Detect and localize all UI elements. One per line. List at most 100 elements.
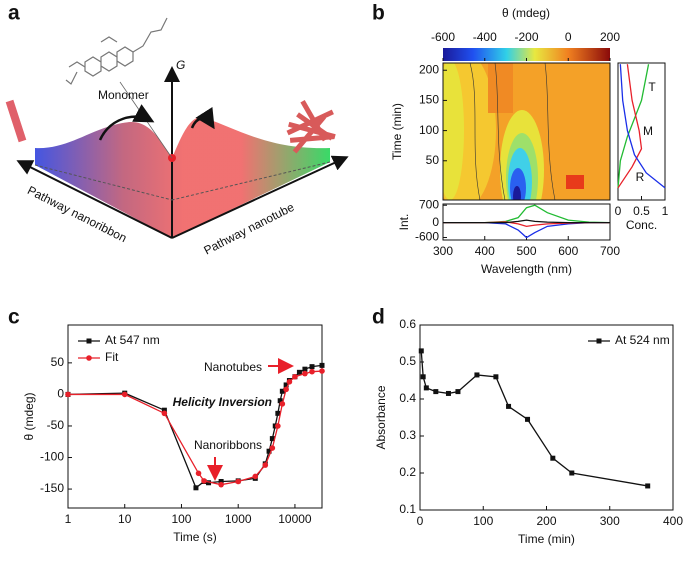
- marker: [506, 403, 512, 409]
- y-tick-label: -600: [415, 230, 439, 244]
- x-tick-label: 700: [600, 244, 620, 258]
- colorbar-label: θ (mdeg): [502, 6, 550, 20]
- y-tick-label: 200: [419, 62, 439, 76]
- marker: [433, 389, 439, 395]
- marker: [235, 478, 241, 485]
- legend-label: At 547 nm: [105, 333, 160, 347]
- y-tick-label: -50: [47, 418, 65, 432]
- y-tick-label: 0.2: [399, 465, 416, 479]
- y-tick-label: 50: [426, 153, 440, 167]
- legend-marker: [86, 355, 92, 361]
- x-tick-label: 100: [473, 514, 493, 528]
- x-tick-label: 0: [417, 514, 424, 528]
- colorbar-tick-label: -400: [473, 30, 497, 44]
- legend-label: At 524 nm: [615, 333, 670, 347]
- marker: [279, 401, 286, 407]
- marker: [319, 362, 325, 368]
- plot-frame: [67, 324, 323, 509]
- x-axis-label: Time (min): [518, 532, 575, 546]
- y-tick-label: 0: [432, 215, 439, 229]
- y-tick-label: 150: [419, 93, 439, 107]
- x-tick-label: 100: [171, 512, 191, 526]
- x-axis-label: Conc.: [626, 218, 657, 232]
- marker: [218, 478, 224, 484]
- marker: [550, 455, 556, 461]
- marker: [266, 448, 272, 454]
- marker: [423, 385, 429, 391]
- marker: [279, 388, 285, 394]
- y-tick-label: 50: [51, 355, 65, 369]
- marker: [420, 374, 426, 380]
- x-tick-label: 600: [558, 244, 578, 258]
- marker: [569, 470, 575, 476]
- series-line: [617, 64, 643, 189]
- marker: [269, 445, 276, 451]
- x-tick-label: 0: [615, 204, 622, 218]
- marker: [277, 398, 283, 404]
- y-axis-label: Int.: [397, 214, 411, 231]
- marker: [525, 416, 531, 422]
- axis-arrow: [16, 160, 173, 239]
- y-tick-label: 0.5: [399, 354, 416, 368]
- x-tick-label: 1: [662, 204, 669, 218]
- x-tick-label: 400: [663, 514, 683, 528]
- contour-fill: [443, 63, 610, 200]
- y-tick-label: 0.6: [399, 317, 416, 331]
- marker: [206, 480, 212, 486]
- marker: [296, 369, 302, 375]
- colorbar-tick-label: -200: [514, 30, 538, 44]
- colorbar-tick-label: -600: [431, 30, 455, 44]
- y-axis-label: Absorbance: [374, 385, 388, 449]
- y-tick-label: 0.3: [399, 428, 416, 442]
- y-tick-label: 700: [419, 197, 439, 211]
- y-tick-label: 0.4: [399, 391, 416, 405]
- molecule-icon: [65, 17, 168, 85]
- marker: [65, 391, 71, 398]
- guide-line: [34, 164, 173, 201]
- energy-surface: [35, 117, 330, 238]
- x-tick-label: 10000: [278, 512, 312, 526]
- legend-label: Fit: [105, 350, 119, 364]
- y-tick-label: 0: [57, 387, 64, 401]
- marker: [161, 410, 168, 417]
- guide-line: [171, 161, 331, 201]
- energy-diagram: Monomer G Pathway nanoribbon Pathway nan…: [5, 17, 349, 257]
- marker: [161, 407, 167, 413]
- marker: [201, 478, 207, 484]
- series-line: [420, 350, 648, 487]
- plot-frame: [442, 62, 611, 201]
- marker: [474, 372, 480, 378]
- x-tick-label: 10: [118, 512, 132, 526]
- series-line: [443, 221, 610, 239]
- x-axis-label: Wavelength (nm): [481, 262, 572, 276]
- series-line: [443, 219, 610, 224]
- series-label: R: [636, 170, 645, 184]
- marker: [493, 374, 499, 380]
- x-tick-label: 0.5: [633, 204, 650, 218]
- annotation: Helicity Inversion: [173, 395, 272, 409]
- panel-label: b: [372, 2, 385, 25]
- colorbar-tick-label: 0: [565, 30, 572, 44]
- marker: [252, 473, 259, 480]
- y-axis-label: Time (min): [390, 103, 404, 160]
- marker: [645, 483, 651, 489]
- marker: [218, 481, 224, 488]
- y-tick-label: -100: [40, 450, 64, 464]
- x-tick-label: 300: [433, 244, 453, 258]
- x-tick-label: 200: [536, 514, 556, 528]
- colorbar-tick-label: 200: [600, 30, 620, 44]
- marker: [275, 410, 281, 416]
- series-line: [617, 64, 650, 188]
- y-tick-label: -150: [40, 481, 64, 495]
- x-tick-label: 500: [516, 244, 536, 258]
- y-tick-label: 100: [419, 123, 439, 137]
- nanoribbon-icon: [5, 99, 27, 143]
- marker: [302, 366, 308, 372]
- marker: [262, 462, 269, 468]
- x-tick-label: 400: [475, 244, 495, 258]
- panel-label: c: [8, 306, 20, 329]
- series-label: T: [648, 80, 656, 94]
- nanotube-icon: [286, 99, 336, 154]
- axis-label: G: [176, 58, 185, 72]
- y-tick-label: 0.1: [399, 502, 416, 516]
